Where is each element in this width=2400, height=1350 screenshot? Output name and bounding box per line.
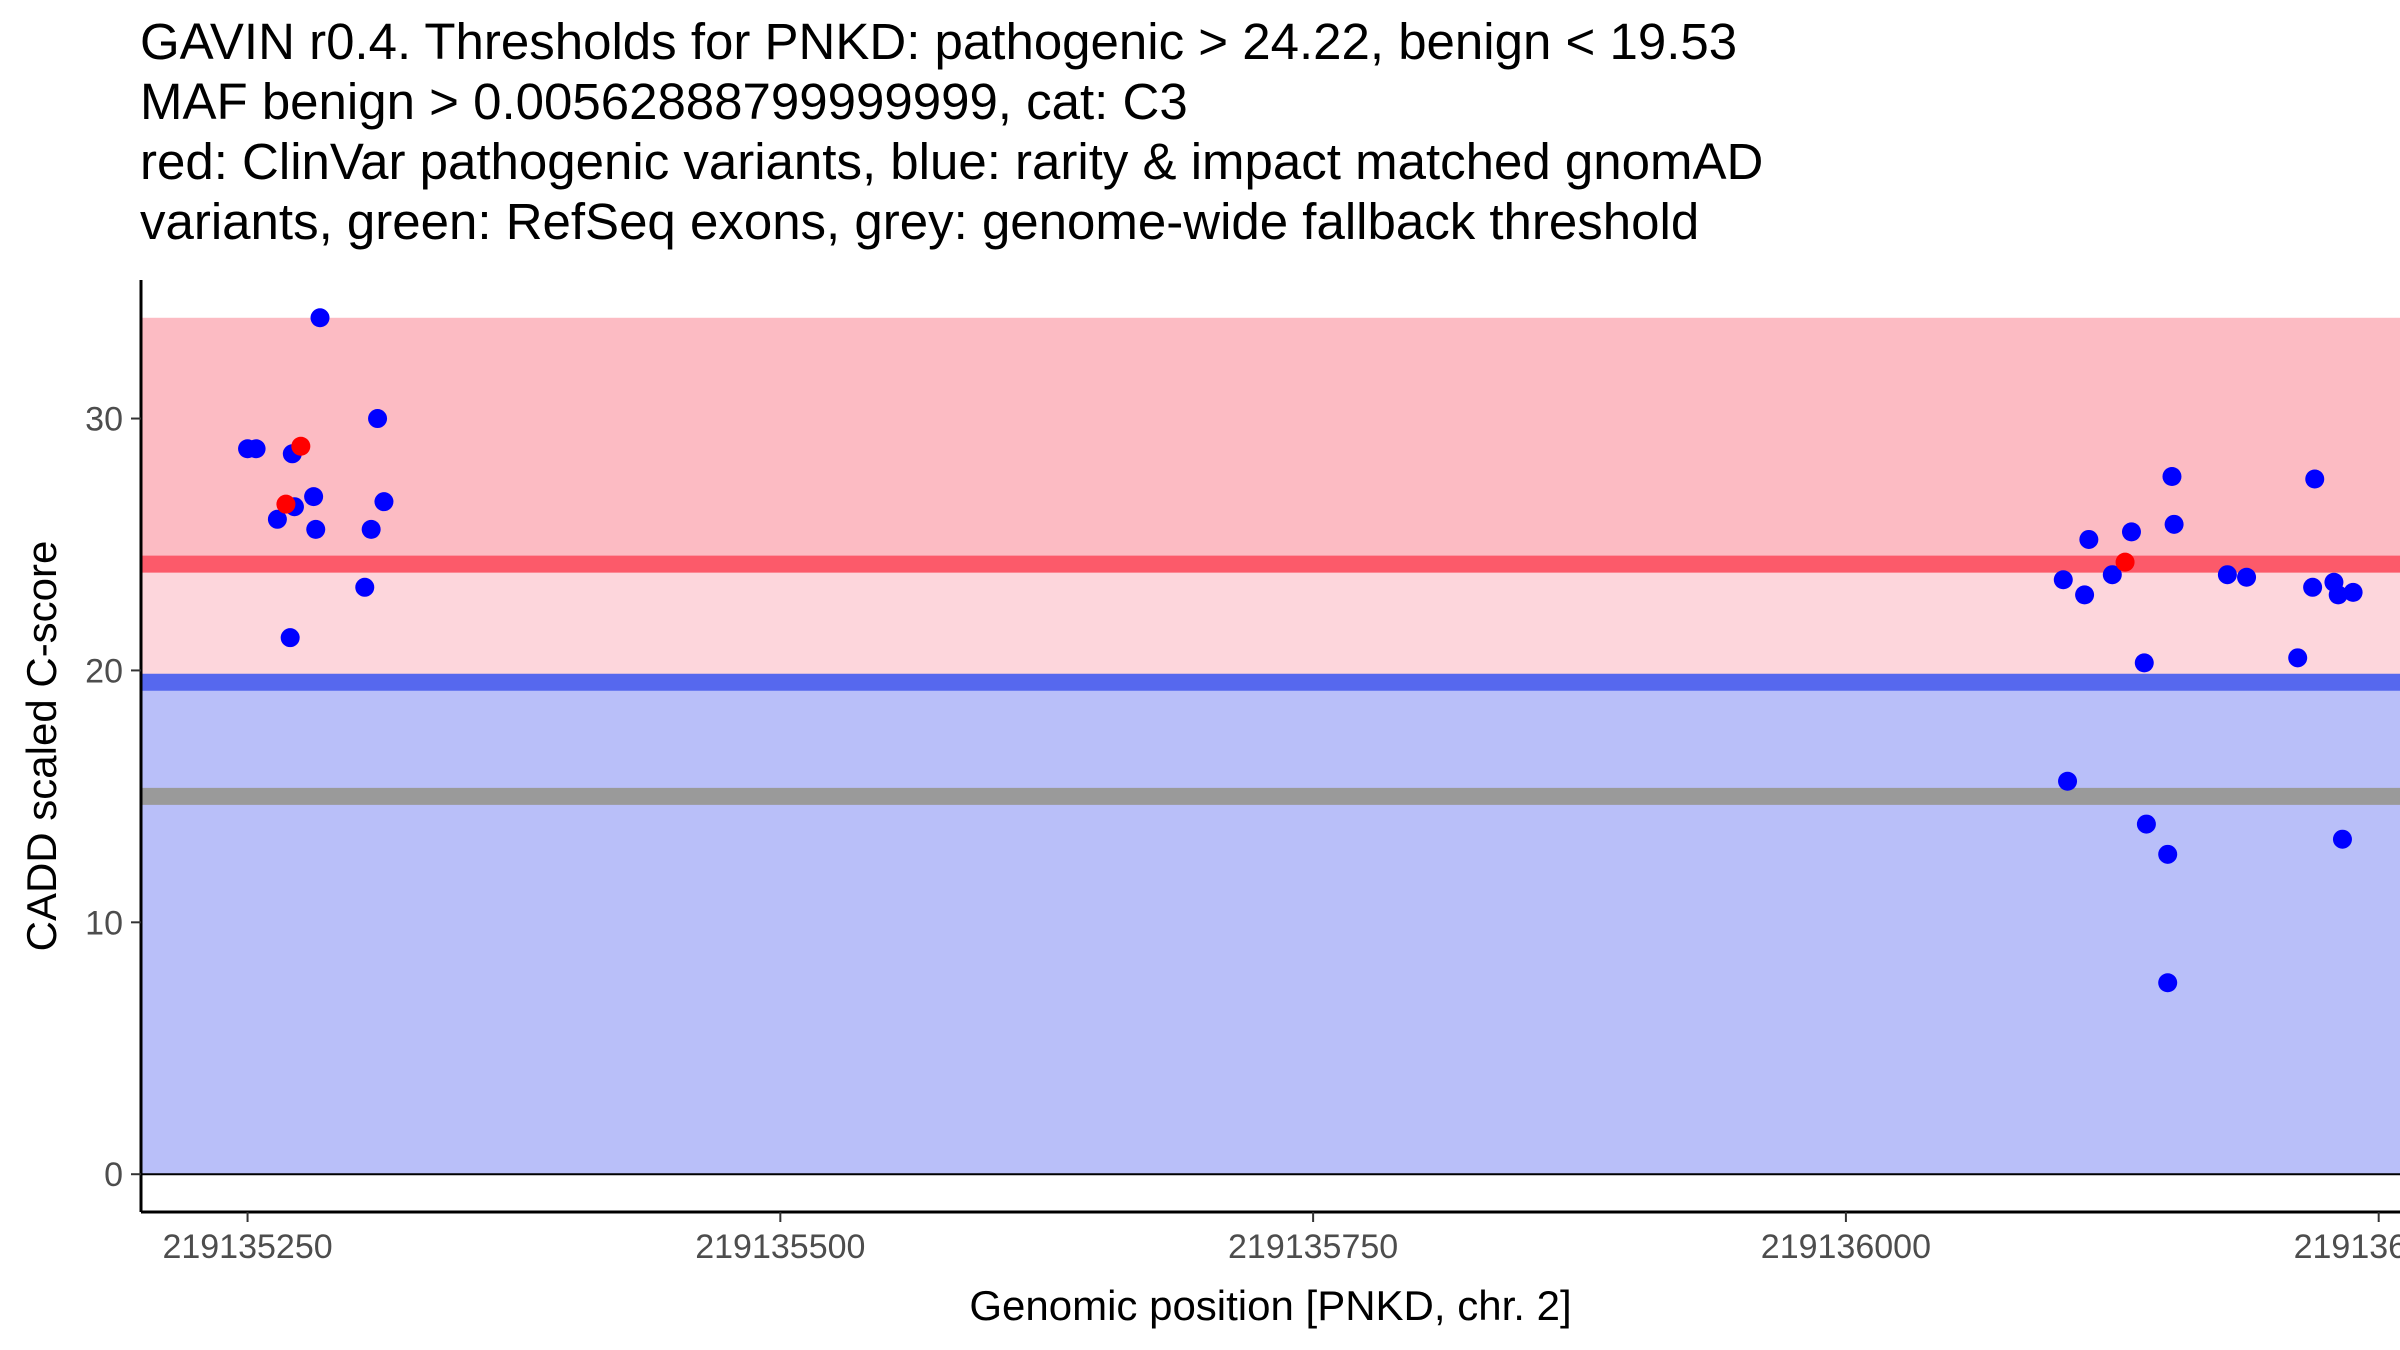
data-point bbox=[2121, 522, 2141, 542]
data-point bbox=[2328, 585, 2348, 605]
data-point bbox=[2058, 771, 2078, 791]
data-point bbox=[2136, 814, 2156, 834]
data-point bbox=[355, 577, 375, 597]
y-tick-label: 0 bbox=[104, 1156, 123, 1194]
y-tick-label: 20 bbox=[85, 652, 123, 690]
data-point bbox=[2343, 582, 2363, 602]
x-tick-label: 219135250 bbox=[162, 1228, 332, 1266]
x-tick-label: 219136000 bbox=[1761, 1228, 1931, 1266]
data-point bbox=[246, 439, 266, 459]
data-point bbox=[2162, 466, 2182, 486]
data-point bbox=[306, 519, 326, 539]
x-axis-title: Genomic position [PNKD, chr. 2] bbox=[969, 1282, 1571, 1329]
data-point bbox=[2305, 469, 2325, 489]
band-pathogenic bbox=[141, 317, 2400, 565]
chart-title-line-2: MAF benign > 0.00562888799999999, cat: C… bbox=[140, 73, 1188, 130]
data-point bbox=[2115, 552, 2135, 572]
x-tick-label: 219135500 bbox=[695, 1228, 865, 1266]
y-tick-label: 30 bbox=[85, 401, 123, 439]
data-points bbox=[238, 308, 2363, 993]
chart-title: GAVIN r0.4. Thresholds for PNKD: pathoge… bbox=[140, 12, 2380, 252]
data-point bbox=[2053, 570, 2073, 590]
data-point bbox=[2288, 648, 2308, 668]
data-point bbox=[280, 628, 300, 648]
data-point bbox=[291, 436, 311, 456]
band-benign bbox=[141, 682, 2400, 1175]
data-point bbox=[2164, 514, 2184, 534]
x-tick-label: 219135750 bbox=[1228, 1228, 1398, 1266]
x-tick-label: 219136250 bbox=[2294, 1228, 2400, 1266]
threshold-bands bbox=[141, 317, 2400, 1175]
band-uncertain bbox=[141, 564, 2400, 683]
data-point bbox=[374, 492, 394, 512]
chart-title-line-3: red: ClinVar pathogenic variants, blue: … bbox=[140, 133, 1764, 190]
data-point bbox=[276, 494, 296, 514]
data-point bbox=[2158, 844, 2178, 864]
y-axis-title: CADD scaled C-score bbox=[18, 541, 65, 952]
data-point bbox=[2134, 653, 2154, 673]
data-point bbox=[368, 409, 388, 429]
data-point bbox=[304, 487, 324, 507]
data-point bbox=[361, 519, 381, 539]
data-point bbox=[2102, 565, 2122, 585]
threshold-lines bbox=[141, 555, 2400, 805]
chart-title-line-1: GAVIN r0.4. Thresholds for PNKD: pathoge… bbox=[140, 13, 1738, 70]
data-point bbox=[267, 509, 287, 529]
axes: 0 10 20 30 219135250 219135500 219135750 219136… bbox=[85, 280, 2400, 1266]
data-point bbox=[2237, 567, 2257, 587]
data-point bbox=[2332, 829, 2352, 849]
data-point bbox=[2217, 565, 2237, 585]
data-point bbox=[2303, 577, 2323, 597]
data-point bbox=[2158, 973, 2178, 993]
data-point bbox=[2075, 585, 2095, 605]
y-tick-label: 10 bbox=[85, 904, 123, 942]
data-point bbox=[310, 308, 330, 328]
data-point bbox=[2079, 529, 2099, 549]
chart-title-line-4: variants, green: RefSeq exons, grey: gen… bbox=[140, 193, 1700, 250]
